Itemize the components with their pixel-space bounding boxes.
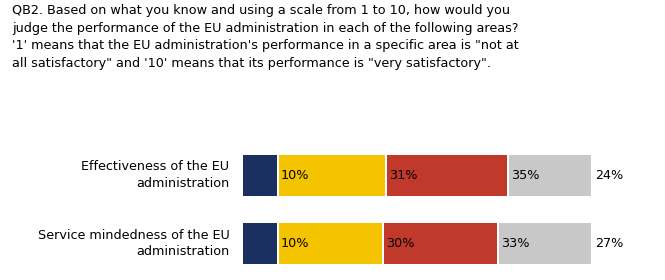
Text: 33%: 33% <box>501 237 529 250</box>
Bar <box>279 155 385 195</box>
Text: 27%: 27% <box>595 237 624 250</box>
Bar <box>279 223 382 264</box>
Text: 31%: 31% <box>389 169 418 182</box>
Text: QB2. Based on what you know and using a scale from 1 to 10, how would you
judge : QB2. Based on what you know and using a … <box>12 4 519 69</box>
Bar <box>499 223 591 264</box>
Bar <box>509 155 591 195</box>
Text: Service mindedness of the EU
administration: Service mindedness of the EU administrat… <box>37 229 229 258</box>
Text: 35%: 35% <box>511 169 539 182</box>
Bar <box>243 223 277 264</box>
Text: 10%: 10% <box>281 237 309 250</box>
Text: Effectiveness of the EU
administration: Effectiveness of the EU administration <box>81 160 229 190</box>
Text: 24%: 24% <box>595 169 623 182</box>
Text: 10%: 10% <box>281 169 309 182</box>
Bar <box>384 223 497 264</box>
Bar <box>387 155 507 195</box>
Bar <box>243 155 277 195</box>
Text: 30%: 30% <box>386 237 414 250</box>
